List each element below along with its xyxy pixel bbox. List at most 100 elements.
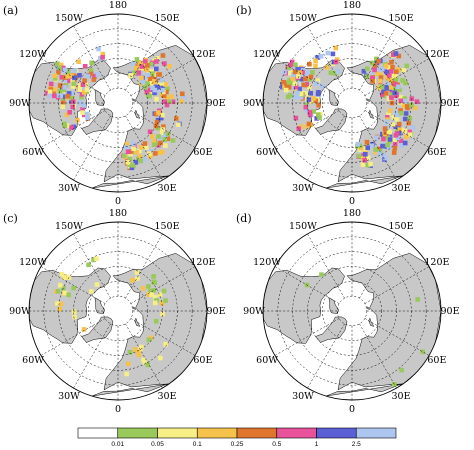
latitude-circle <box>277 236 427 386</box>
data-cell <box>139 344 144 350</box>
data-cell <box>356 153 362 159</box>
data-cell <box>124 141 130 147</box>
data-cell <box>298 91 304 97</box>
data-cell <box>365 145 370 150</box>
panel-label: (c) <box>3 212 18 225</box>
data-cell <box>376 146 382 152</box>
data-cell <box>315 78 321 83</box>
data-cell <box>121 153 127 159</box>
data-cell <box>318 53 324 59</box>
data-cell <box>368 161 373 167</box>
colorbar-tick-label: 0.05 <box>151 441 164 448</box>
land-mass <box>81 316 114 343</box>
data-cell <box>149 292 154 298</box>
data-cell <box>386 81 391 86</box>
data-cell <box>152 79 157 84</box>
meridian-line <box>73 115 111 181</box>
data-cell <box>393 82 398 87</box>
longitude-label: 120E <box>190 49 215 60</box>
data-cell <box>373 147 378 152</box>
data-cell <box>392 90 397 96</box>
data-cell <box>414 99 420 104</box>
data-cell <box>406 120 412 126</box>
longitude-label: 120W <box>19 49 47 60</box>
data-cell <box>140 286 146 291</box>
data-cell <box>402 140 408 146</box>
colorbar: 0.01 0.05 0.1 0.25 0.5 1 2.5 <box>77 427 397 448</box>
colorbar-tick-label: 1 <box>315 441 319 448</box>
data-cell <box>380 143 385 149</box>
data-cell <box>389 60 394 65</box>
graticule <box>29 222 207 400</box>
data-cell <box>382 126 388 131</box>
data-cell <box>374 56 379 62</box>
data-cell <box>154 59 159 64</box>
longitude-label: 60W <box>256 147 278 158</box>
data-cell <box>62 121 67 127</box>
data-cell <box>420 349 425 355</box>
data-cell <box>392 138 398 143</box>
map-boundary <box>28 221 208 401</box>
data-cell <box>148 76 153 82</box>
data-cell <box>151 139 156 145</box>
longitude-label: 180 <box>109 208 127 219</box>
land-mass <box>134 317 141 327</box>
data-cell <box>180 91 185 97</box>
data-cell <box>328 70 334 76</box>
data-cell <box>370 79 375 84</box>
map-panel-1: (a) 180 150E 120E 90E 60E 30E 0 30W 60W 90W 120W 150… <box>3 0 226 207</box>
longitude-label: 150W <box>289 13 317 24</box>
meridian-line <box>125 25 163 91</box>
data-cell <box>386 129 392 134</box>
meridian-line <box>125 233 163 299</box>
data-cell <box>160 127 165 132</box>
data-cell <box>379 84 385 89</box>
data-cell <box>372 67 377 73</box>
data-cell <box>398 98 404 104</box>
data-cell <box>71 309 77 315</box>
data-cell <box>297 86 302 92</box>
meridian-line <box>130 58 196 96</box>
meridian-line <box>40 318 106 356</box>
data-cell <box>393 73 398 78</box>
meridian-line <box>274 110 340 148</box>
data-cell <box>152 142 157 147</box>
data-cell <box>385 135 390 140</box>
map-panels: (a) 180 150E 120E 90E 60E 30E 0 30W 60W 90W 120W 150… <box>3 0 460 415</box>
longitude-label: 90W <box>9 98 31 109</box>
longitude-label: 180 <box>343 208 361 219</box>
data-cell <box>286 65 292 71</box>
data-cell <box>77 73 82 78</box>
map-boundary <box>262 221 442 401</box>
data-cell <box>163 82 168 87</box>
map-panel-2: (b) 180 150E 120E 90E 60E 30E 0 30W 60W 90W 120W 150… <box>236 0 460 207</box>
data-cell <box>286 80 292 85</box>
data-cell <box>365 162 371 168</box>
data-cell <box>378 75 384 80</box>
data-cell <box>398 108 403 113</box>
land-mass <box>132 306 137 310</box>
data-cell <box>332 70 338 76</box>
data-cell <box>396 84 401 90</box>
data-cell <box>319 272 324 277</box>
data-cell <box>146 292 152 297</box>
data-cell <box>398 138 404 144</box>
data-cell <box>96 46 101 52</box>
longitude-label: 90W <box>243 306 265 317</box>
data-cell <box>126 361 131 367</box>
data-cell <box>62 67 68 73</box>
land-mass <box>315 108 348 135</box>
data-cell <box>124 371 129 377</box>
data-cell <box>62 290 68 296</box>
meridian-line <box>73 323 111 389</box>
meridian-line <box>40 266 106 304</box>
data-cell <box>53 76 58 81</box>
data-cell <box>371 70 376 76</box>
data-cell <box>82 64 88 69</box>
data-cell <box>85 115 90 121</box>
meridian-line <box>130 110 196 148</box>
colorbar-swatch <box>117 427 158 439</box>
data-cell <box>163 298 168 303</box>
data-cell <box>393 120 398 125</box>
data-cell <box>309 99 315 104</box>
